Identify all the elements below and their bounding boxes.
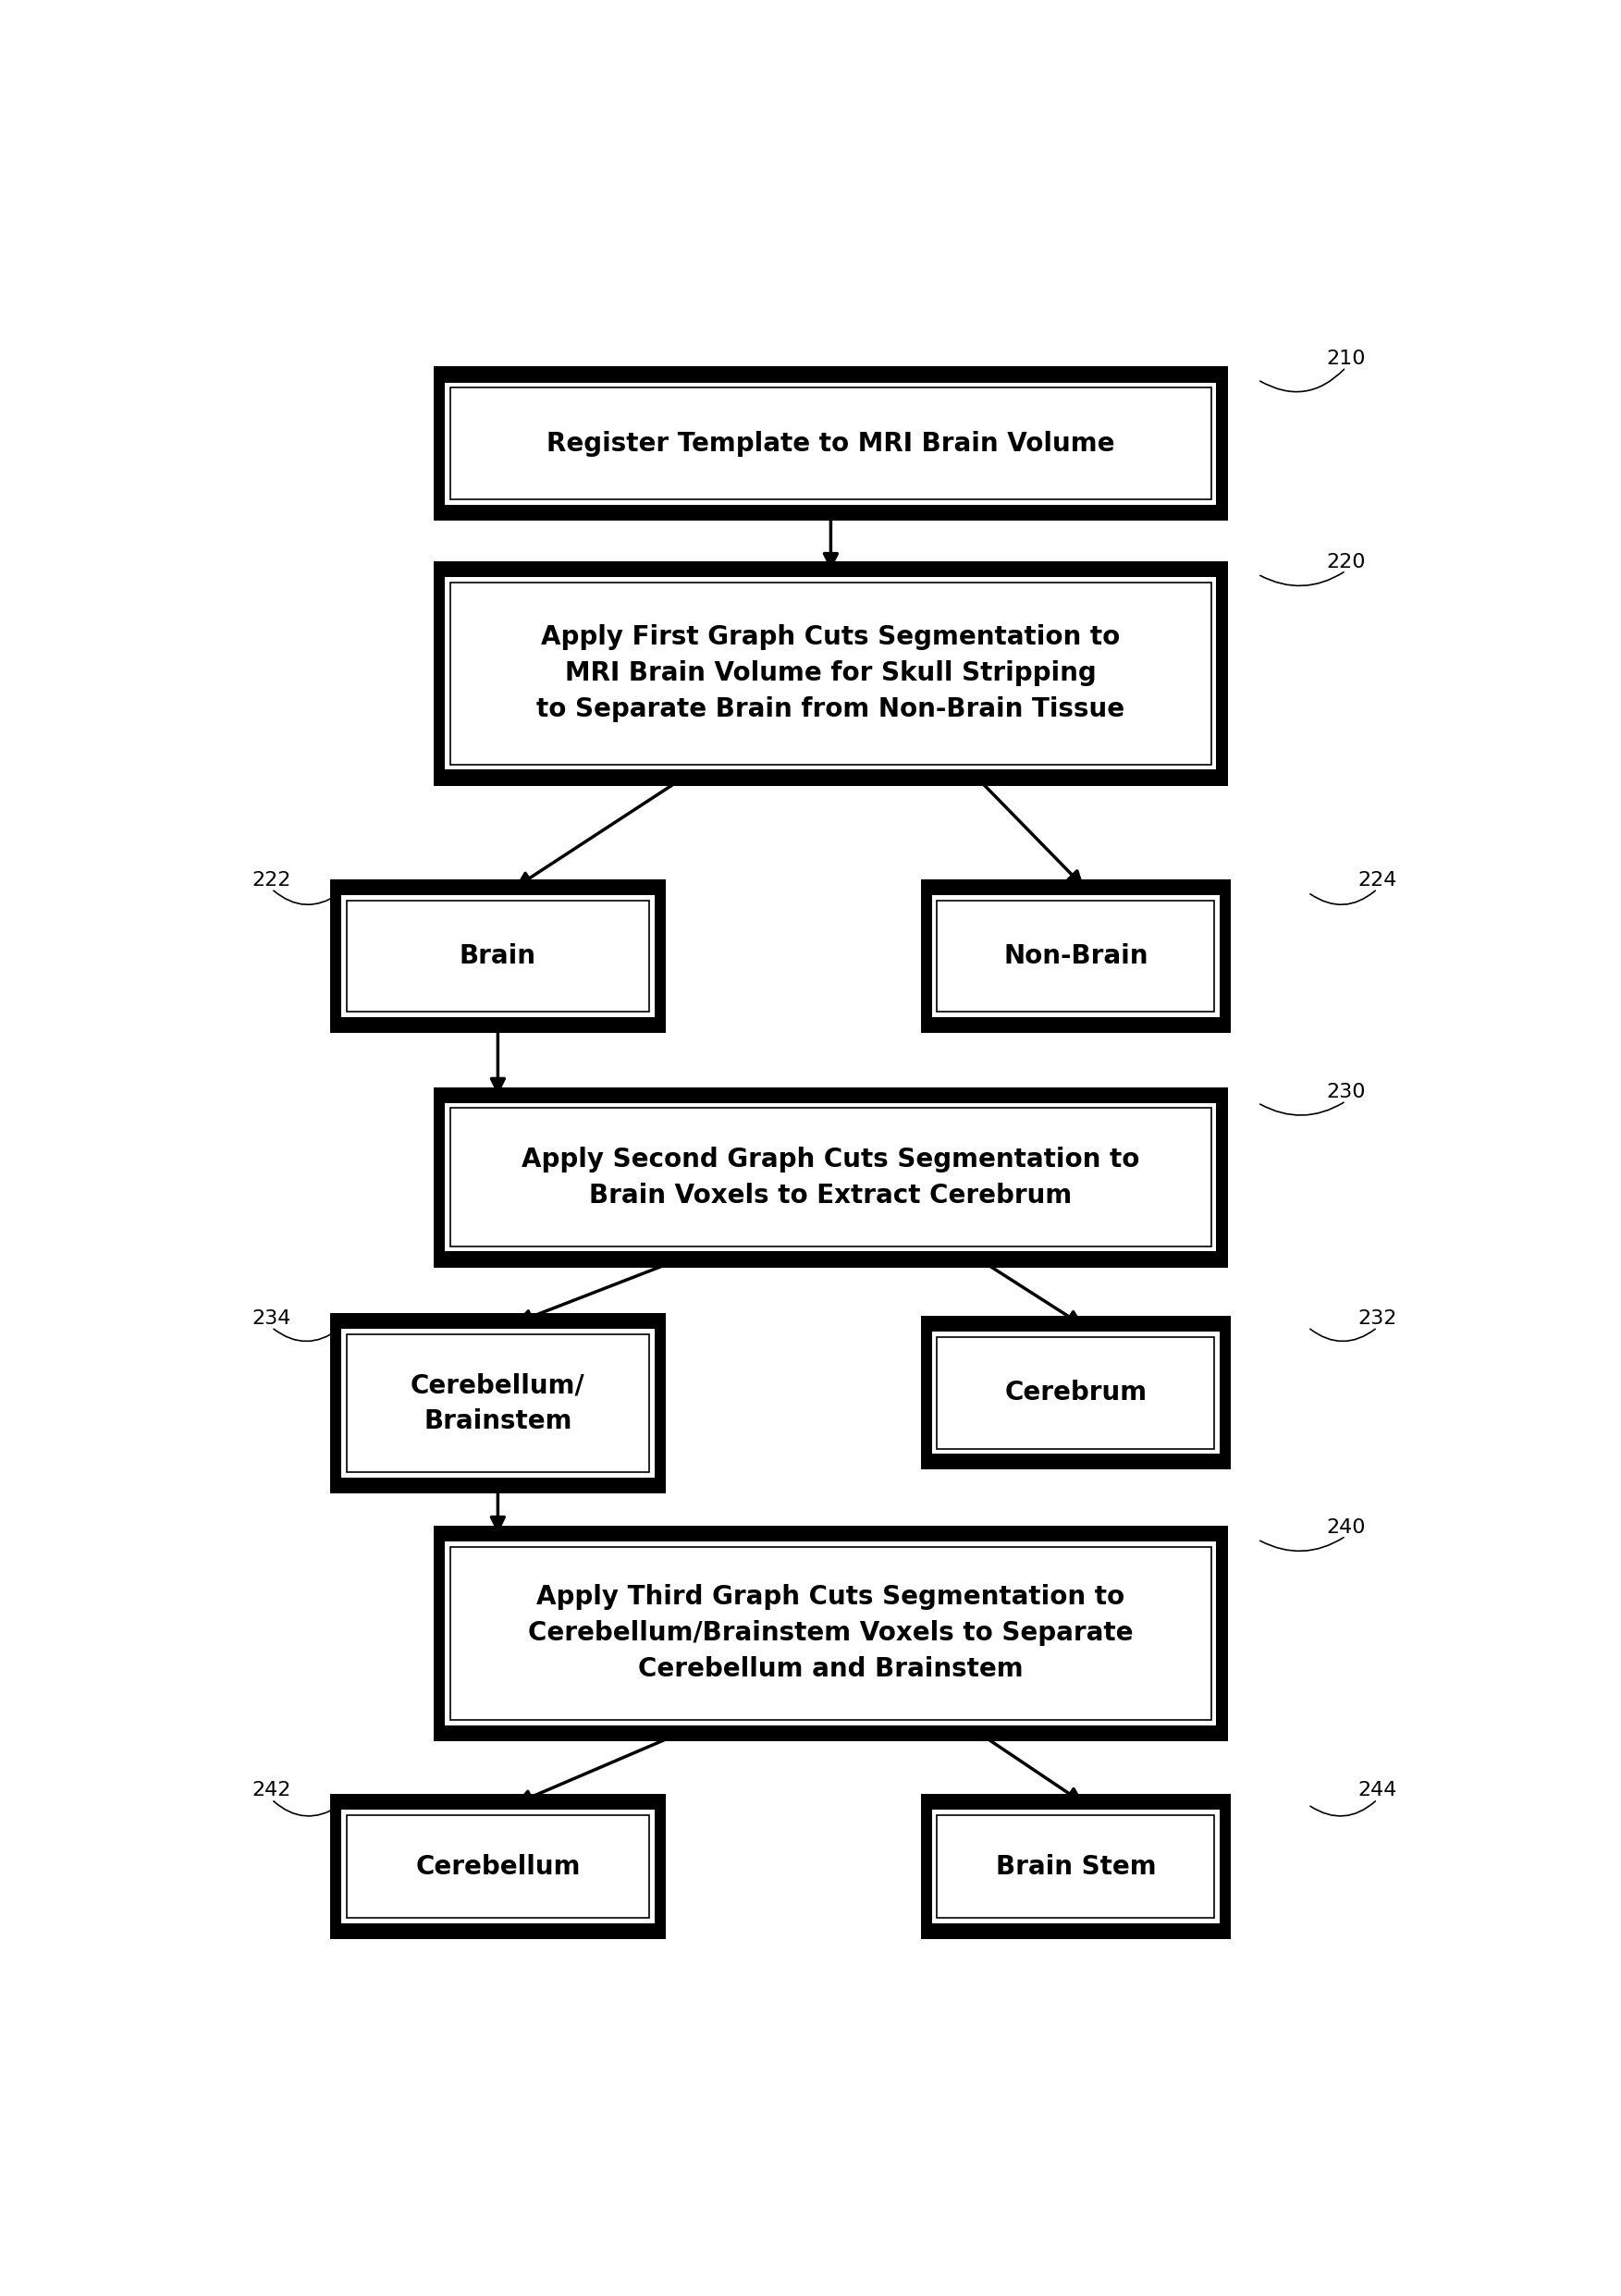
Text: 242: 242: [253, 1782, 292, 1800]
Bar: [331, 879, 666, 1033]
Bar: [342, 1329, 655, 1479]
Bar: [347, 1816, 650, 1917]
Bar: [451, 1109, 1211, 1247]
Bar: [921, 1793, 1230, 1940]
Text: 222: 222: [253, 870, 292, 889]
Bar: [932, 1809, 1219, 1924]
Text: Cerebrum: Cerebrum: [1005, 1380, 1148, 1405]
Text: 232: 232: [1358, 1309, 1397, 1327]
Bar: [937, 1336, 1214, 1449]
Bar: [446, 576, 1216, 769]
Text: 210: 210: [1326, 349, 1365, 367]
Bar: [937, 900, 1214, 1013]
Text: 244: 244: [1358, 1782, 1397, 1800]
Bar: [451, 583, 1211, 765]
Bar: [932, 1332, 1219, 1453]
Text: 234: 234: [253, 1309, 292, 1327]
Text: 224: 224: [1358, 870, 1397, 889]
Text: Cerebellum: Cerebellum: [415, 1853, 580, 1880]
Bar: [932, 895, 1219, 1017]
Text: 240: 240: [1326, 1518, 1365, 1536]
Bar: [446, 1541, 1216, 1724]
Bar: [331, 1793, 666, 1940]
Bar: [331, 1313, 666, 1495]
Text: Apply Second Graph Cuts Segmentation to
Brain Voxels to Extract Cerebrum: Apply Second Graph Cuts Segmentation to …: [522, 1146, 1140, 1208]
Text: Apply First Graph Cuts Segmentation to
MRI Brain Volume for Skull Stripping
to S: Apply First Graph Cuts Segmentation to M…: [537, 625, 1125, 723]
Bar: [921, 879, 1230, 1033]
Bar: [446, 1102, 1216, 1251]
Text: Brain Stem: Brain Stem: [995, 1853, 1156, 1880]
Text: Apply Third Graph Cuts Segmentation to
Cerebellum/Brainstem Voxels to Separate
C: Apply Third Graph Cuts Segmentation to C…: [528, 1584, 1133, 1683]
Bar: [446, 383, 1216, 505]
Text: 220: 220: [1326, 553, 1365, 572]
Bar: [451, 388, 1211, 498]
Bar: [342, 1809, 655, 1924]
Bar: [347, 900, 650, 1013]
Bar: [434, 560, 1227, 785]
Text: Register Template to MRI Brain Volume: Register Template to MRI Brain Volume: [546, 432, 1115, 457]
Bar: [434, 1525, 1227, 1740]
Bar: [434, 1086, 1227, 1267]
Bar: [937, 1816, 1214, 1917]
Bar: [921, 1316, 1230, 1469]
Text: Brain: Brain: [459, 944, 537, 969]
Bar: [451, 1548, 1211, 1720]
Text: Non-Brain: Non-Brain: [1003, 944, 1148, 969]
Bar: [342, 895, 655, 1017]
Bar: [347, 1334, 650, 1472]
Text: 230: 230: [1326, 1084, 1365, 1102]
Bar: [434, 367, 1227, 521]
Text: Cerebellum/
Brainstem: Cerebellum/ Brainstem: [410, 1373, 585, 1435]
